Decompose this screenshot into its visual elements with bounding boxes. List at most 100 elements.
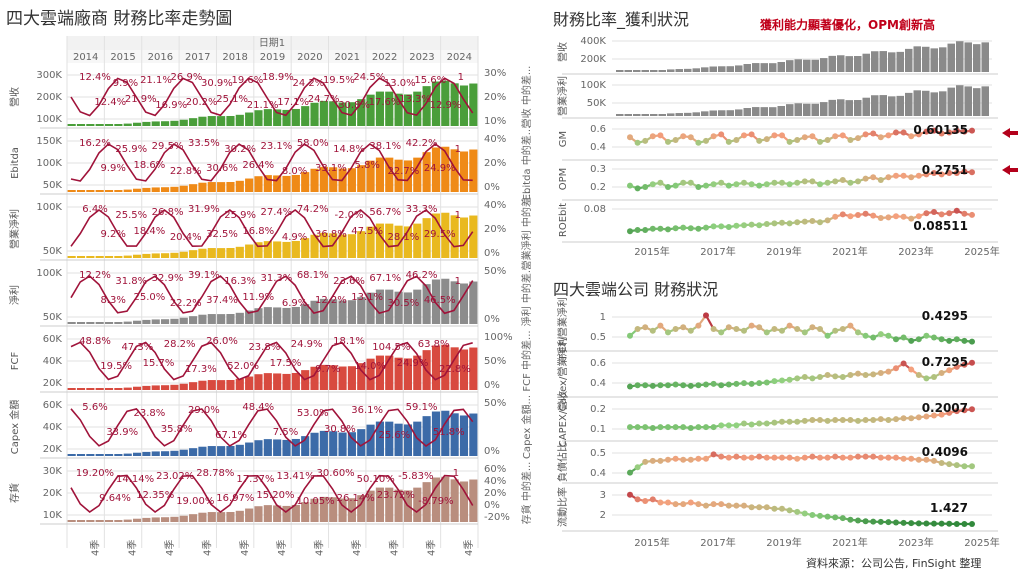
r1-ROEbit-point-10 [703,224,709,231]
bar-0-40 [441,80,450,126]
left-tick: 10K [43,510,63,521]
right-tick: 0% [484,446,500,457]
r2-row-1-point-5 [665,382,671,389]
r1-GM-point-24 [809,133,816,140]
r1-OPM-point-45 [969,169,975,176]
r2-row-3-point-29 [847,454,854,461]
r2-row-4-point-39 [923,520,930,527]
bar-3-22 [273,307,282,324]
r2-row-2-point-45 [969,406,975,413]
bar-0-28 [329,101,338,126]
r1-OPM-point-30 [855,178,861,185]
r2-tick: 0.5 [590,448,606,459]
r2-row-2-point-36 [900,415,907,422]
bar-6-11 [170,516,179,522]
r1-bar-1-21 [794,103,802,116]
bar-4-29 [338,366,347,390]
bar-4-7 [132,386,142,390]
r2-row-1-point-42 [946,367,953,374]
bar-1-34 [385,157,394,192]
r2-row-4-point-23 [801,510,808,517]
bar-6-42 [459,481,469,522]
r2-row-0-point-26 [824,332,831,339]
r2-row-1-point-37 [908,366,915,373]
quarter-label: 4季 [426,540,438,556]
r2-row-2-point-31 [862,417,869,423]
r2-row-1-point-45 [969,359,975,366]
data-label-4-9: 17.5% [270,358,302,369]
r2-row-3-point-17 [756,453,763,460]
r2-row-3-point-19 [771,454,778,461]
r2-row-3-point-0 [627,469,633,476]
bar-2-30 [347,234,356,258]
r1-tick: 100K [580,80,606,91]
r1-tick: 0.08 [584,204,606,215]
bar-2-43 [469,215,478,258]
r2-row-1-point-26 [824,372,831,378]
right-tick: 0% [484,500,500,511]
r2-row-1-point-34 [885,368,892,375]
data-label-3-2: 31.8% [115,276,147,287]
quarter-label: 4季 [351,540,363,556]
data-label-2-18: 33.3% [406,204,438,215]
bar-1-26 [310,168,319,192]
bar-1-1 [76,190,86,192]
right-tick: 30% [484,68,506,79]
r1-GM-point-39 [923,128,930,135]
r2-row-0-point-2 [642,324,649,331]
bar-2-21 [263,241,272,258]
bar-6-6 [123,519,132,522]
data-label-4-6: 26.0% [206,336,238,347]
bar-2-11 [170,252,179,258]
bar-4-24 [291,372,300,390]
bar-5-20 [254,440,263,456]
data-label-2-7: 32.5% [206,229,238,240]
data-label-0-0: 12.4% [79,72,111,83]
r1-bar-1-23 [811,103,819,116]
right-axis-name: 營業淨利 中的差... [520,188,533,271]
data-label-0-19: 17.6% [369,97,401,108]
data-label-4-16: 63.8% [418,339,450,350]
r1-GM-point-36 [900,129,907,136]
data-label-4-12: 18.1% [333,336,365,347]
r2-row-1-point-32 [870,371,877,378]
bar-5-9 [151,451,160,456]
data-label-6-0: 19.20% [76,468,114,479]
r1-bar-1-15 [743,108,751,116]
data-label-6-2: 14.14% [116,474,154,485]
r2-row-1-point-40 [931,374,937,381]
right-tick: 40% [484,476,506,487]
bar-4-37 [413,355,422,390]
r1-GM-point-4 [657,132,664,139]
bar-1-2 [86,190,95,192]
r1-GM-point-42 [946,129,953,136]
r1-tick: 50K [587,98,607,109]
growth-line-4 [70,341,473,381]
growth-line-2 [70,208,474,248]
bar-3-19 [245,310,254,324]
r1-bar-1-18 [769,107,777,116]
r1-OPM-point-24 [809,178,816,185]
r1-ROEbit-point-27 [832,213,839,220]
r1-OPM-point-3 [649,181,656,188]
r1-GM-point-33 [877,134,884,141]
row-label-5: Capex 金額 [8,400,21,455]
r2-row-3-point-35 [893,454,899,461]
bar-2-7 [132,254,142,258]
r1-OPM-point-18 [763,181,770,188]
year-row-bg [67,50,478,63]
bar-0-14 [198,116,207,126]
bar-4-21 [263,373,272,390]
r2-row-2-point-5 [665,424,671,431]
bar-5-8 [142,451,151,456]
bar-1-10 [161,187,170,192]
bar-1-24 [291,174,300,192]
r2-row-2-point-35 [893,416,899,423]
r2-row-4-point-31 [862,518,869,525]
bar-5-13 [189,448,198,456]
r1-ROEbit-point-31 [862,210,869,217]
r1-OPM-point-38 [915,172,922,179]
bar-4-8 [142,385,151,390]
bar-3-38 [422,284,431,324]
